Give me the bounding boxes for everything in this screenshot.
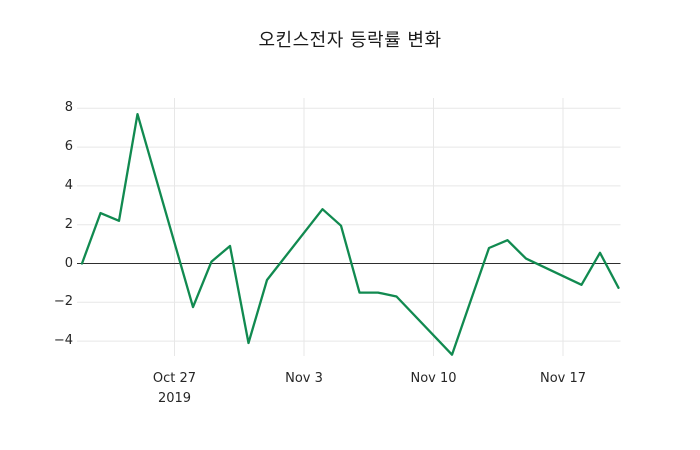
x-tick-label: Nov 3 <box>285 371 323 386</box>
y-tick-label: 2 <box>64 216 73 232</box>
x-tick-label: Nov 10 <box>410 371 457 386</box>
chart-title: 오킨스전자 등락률 변화 <box>258 30 442 51</box>
series-line <box>80 112 620 356</box>
y-tick-label: 8 <box>64 100 73 116</box>
y-tick-label: −4 <box>53 333 73 349</box>
y-tick-label: 0 <box>64 255 73 271</box>
x-tick-label: Oct 27 2019 <box>152 371 197 406</box>
y-tick-label: 6 <box>64 139 73 155</box>
y-tick-label: 4 <box>64 177 73 193</box>
y-tick-label: −2 <box>53 294 73 310</box>
x-tick-label: Nov 17 <box>539 371 587 386</box>
